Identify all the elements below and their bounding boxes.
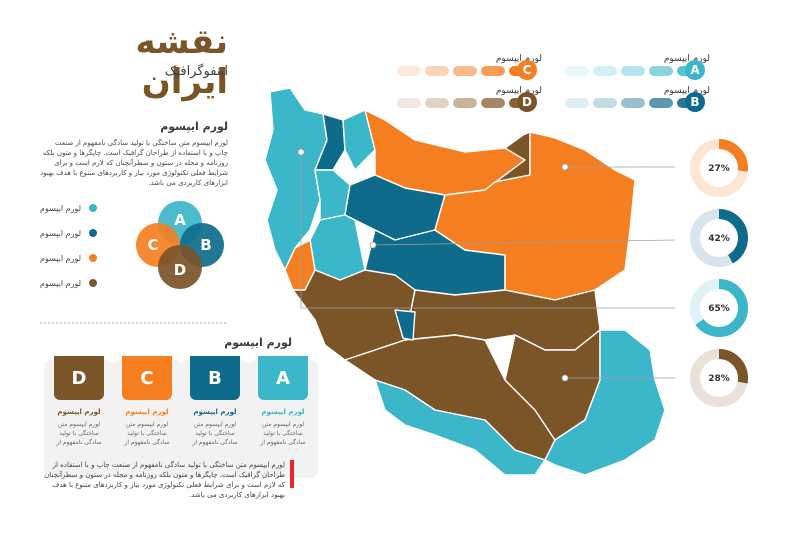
- card-text: لورم ایپسوم متن ساختگی با تولید سادگی نا…: [56, 421, 102, 446]
- legend-dot-a: [89, 204, 98, 212]
- venn-legend-label: لورم ایپسوم: [40, 278, 82, 288]
- top-legend-label: لورم ایپسوم: [495, 54, 542, 64]
- leader-dot: [297, 148, 305, 156]
- card-text: لورم ایپسوم متن ساختگی با تولید سادگی نا…: [260, 421, 306, 446]
- shade-pill: [453, 98, 477, 108]
- info-card-c: C لورم ایپسوم لورم ایپسوم متن ساختگی با …: [112, 356, 182, 478]
- top-legend-label: لورم ایپسوم: [663, 86, 710, 96]
- ring-arc: [690, 209, 748, 267]
- legend-dot-b: [89, 229, 98, 237]
- cards-heading: لورم ایپسوم: [224, 336, 292, 349]
- legend-dot-d: [89, 279, 98, 287]
- ring-value: 42%: [708, 234, 730, 244]
- shade-pill: [397, 66, 421, 76]
- section-divider: [40, 322, 226, 324]
- venn-legend-item-a: لورم ایپسوم: [40, 202, 115, 214]
- shade-pill: [593, 66, 617, 76]
- card-text: لورم ایپسوم متن ساختگی با تولید سادگی نا…: [192, 421, 238, 446]
- card-tab-a: A: [258, 356, 308, 400]
- ring-3: 65%: [690, 279, 748, 337]
- intro-text: لورم ایپسوم متن ساختگی با تولید سادگی نا…: [40, 139, 228, 187]
- ring-value: 27%: [708, 164, 730, 174]
- footnote-accent: [290, 460, 294, 488]
- venn-legend-item-c: لورم ایپسوم: [40, 252, 115, 264]
- shade-pill: [481, 66, 505, 76]
- shade-pill: [649, 98, 673, 108]
- ring-arc: [690, 279, 748, 337]
- card-title: لورم ایپسوم: [125, 408, 169, 416]
- leader-dot: [561, 163, 569, 171]
- info-card-d: D لورم ایپسوم لورم ایپسوم متن ساختگی با …: [44, 356, 114, 478]
- shade-pill: [425, 66, 449, 76]
- leader-dot: [369, 241, 377, 249]
- iran-map: [264, 87, 676, 476]
- intro-heading: لورم ایپسوم: [160, 120, 228, 133]
- badge-a: A: [685, 60, 705, 80]
- ring-value: 65%: [708, 304, 730, 314]
- top-legend-label: لورم ایپسوم: [495, 86, 542, 96]
- card-tab-d: D: [54, 356, 104, 400]
- shade-pill: [565, 66, 589, 76]
- shade-pill: [649, 66, 673, 76]
- region-nw-1: [264, 87, 328, 271]
- badge-c: C: [517, 60, 537, 80]
- venn-label-c: C: [147, 236, 158, 254]
- venn-circle-d: [158, 245, 202, 289]
- info-card-b: B لورم ایپسوم لورم ایپسوم متن ساختگی با …: [180, 356, 250, 478]
- shade-pill: [425, 98, 449, 108]
- top-legend-label: لورم ایپسوم: [663, 54, 710, 64]
- shade-pill: [397, 98, 421, 108]
- region-nw-4: [342, 109, 376, 171]
- region-se: [544, 329, 666, 476]
- venn-legend-item-b: لورم ایپسوم: [40, 227, 115, 239]
- venn-legend-label: لورم ایپسوم: [40, 228, 82, 238]
- region-coast: [374, 379, 546, 476]
- card-title: لورم ایپسوم: [193, 408, 237, 416]
- shade-pill: [593, 98, 617, 108]
- card-title: لورم ایپسوم: [57, 408, 101, 416]
- page-subtitle: اینفوگرافیک: [164, 64, 228, 79]
- venn-label-d: D: [174, 261, 186, 279]
- region-west: [309, 214, 366, 281]
- ring-arc: [690, 139, 748, 197]
- shade-pill: [621, 66, 645, 76]
- region-small-blue: [394, 309, 416, 341]
- badge-b: B: [685, 92, 705, 112]
- ring-4: 28%: [690, 349, 748, 407]
- ring-arc: [690, 349, 748, 407]
- leader-line-3: [300, 152, 675, 309]
- venn-diagram: A B C D: [136, 201, 224, 289]
- card-text: لورم ایپسوم متن ساختگی با تولید سادگی نا…: [124, 421, 170, 446]
- info-card-a: A لورم ایپسوم لورم ایپسوم متن ساختگی با …: [248, 356, 318, 478]
- shade-pill: [621, 98, 645, 108]
- percent-rings: 27% 42% 65% 28%: [690, 139, 748, 407]
- leader-dot: [561, 374, 569, 382]
- ring-1: 27%: [690, 139, 748, 197]
- leader-line-2: [372, 239, 676, 246]
- venn-label-b: B: [200, 236, 211, 254]
- ring-value: 28%: [708, 374, 730, 384]
- footnote-text: لورم ایپسوم متن ساختگی با تولید سادگی نا…: [44, 461, 285, 499]
- badge-d: D: [517, 92, 537, 112]
- venn-legend: لورم ایپسوم لورم ایپسوم لورم ایپسوم لورم…: [40, 202, 115, 289]
- venn-legend-label: لورم ایپسوم: [40, 203, 82, 213]
- shade-pill: [453, 66, 477, 76]
- venn-legend-label: لورم ایپسوم: [40, 253, 82, 263]
- card-tab-b: B: [190, 356, 240, 400]
- legend-dot-c: [89, 254, 98, 262]
- card-tab-c: C: [122, 356, 172, 400]
- shade-pill: [565, 98, 589, 108]
- card-title: لورم ایپسوم: [261, 408, 305, 416]
- ring-2: 42%: [690, 209, 748, 267]
- page-title: نقشه ایران: [135, 22, 228, 102]
- venn-legend-item-d: لورم ایپسوم: [40, 277, 115, 289]
- venn-label-a: A: [174, 211, 186, 229]
- shade-pill: [481, 98, 505, 108]
